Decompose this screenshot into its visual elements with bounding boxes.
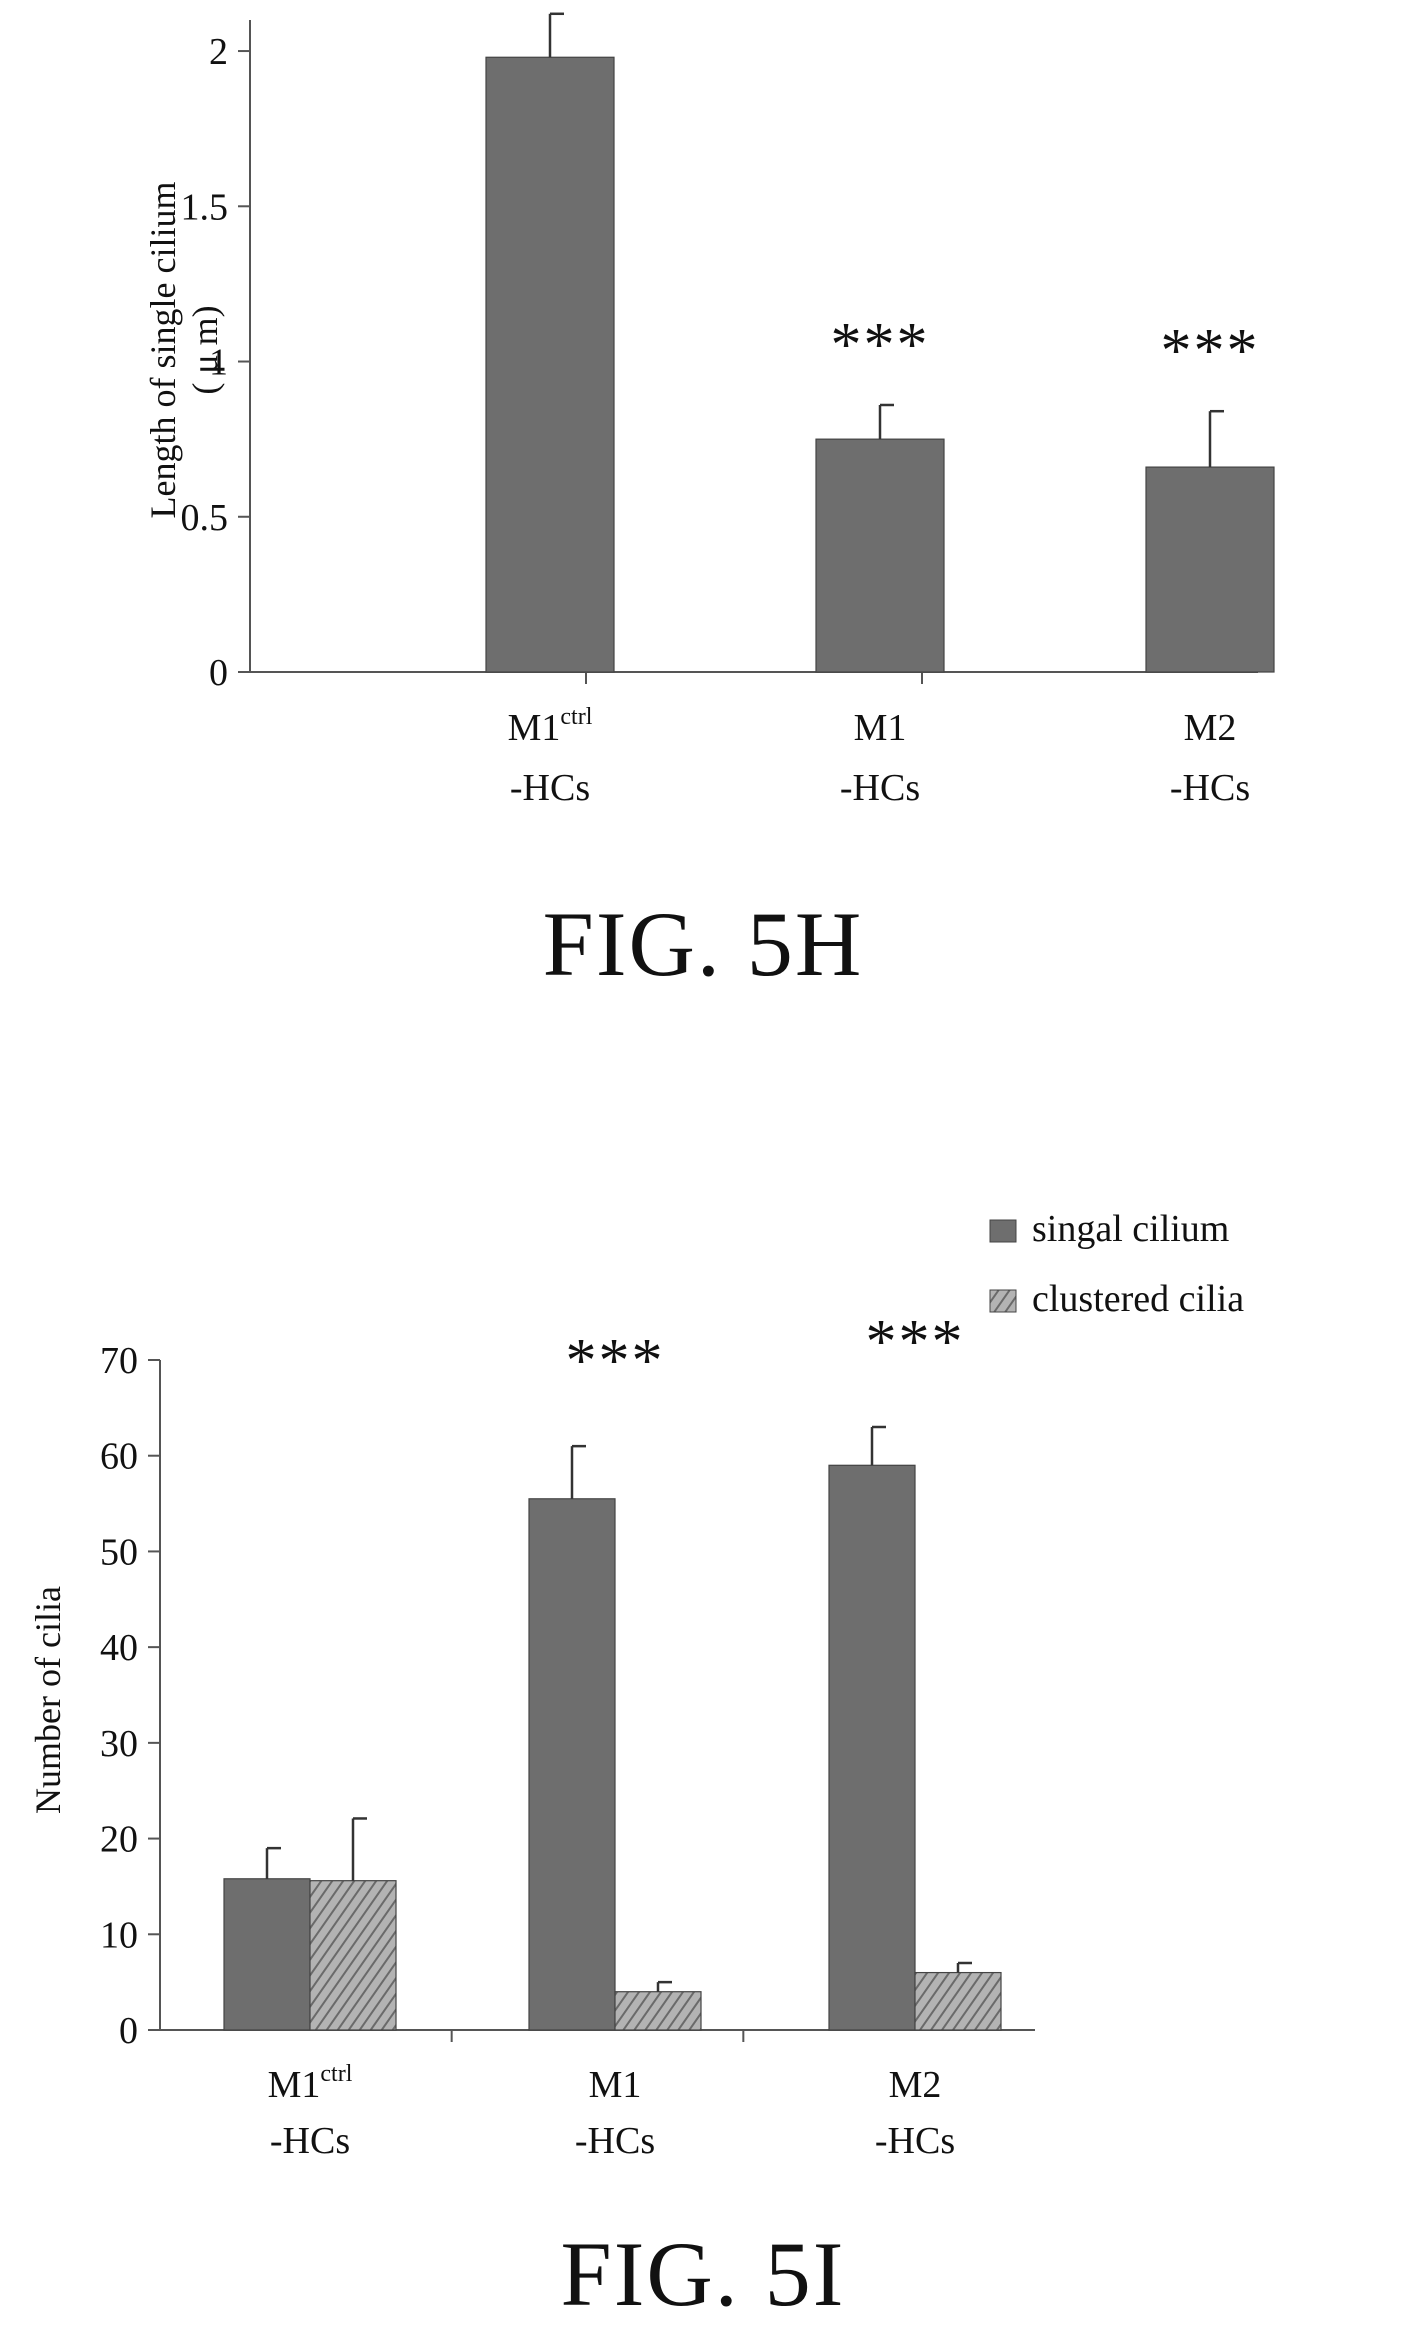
y-axis-label: Number of cilia: [28, 1586, 68, 1814]
x-category-main: M1: [508, 707, 561, 749]
y-tick-label: 30: [100, 1723, 138, 1765]
x-category-superscript: ctrl: [560, 704, 592, 730]
x-category-main: M2: [1184, 707, 1237, 749]
x-category-superscript: ctrl: [320, 2061, 352, 2087]
chart-fig-5h: 00.511.52M1ctrl-HCs***M1-HCs***M2-HCsLen…: [143, 12, 1275, 995]
x-category-label: M1ctrl: [508, 704, 593, 749]
figure-caption: FIG. 5H: [543, 893, 864, 995]
y-tick-label: 0: [209, 652, 228, 694]
x-category-sublabel: -HCs: [875, 2120, 955, 2162]
y-tick-label: 1: [209, 342, 228, 384]
bar-value-2: [815, 438, 945, 673]
significance-stars: ***: [866, 1308, 965, 1376]
x-category-main: M2: [889, 2064, 942, 2106]
y-tick-label: 40: [100, 1627, 138, 1669]
y-tick-label: 0.5: [181, 497, 229, 539]
x-category-sublabel: -HCs: [510, 767, 590, 809]
figure-caption: FIG. 5I: [561, 2223, 846, 2325]
x-category-label: M1ctrl: [268, 2061, 353, 2106]
x-category-main: M1: [268, 2064, 321, 2106]
bar-clustered-cilia-3: [914, 1971, 1002, 2031]
x-category-sublabel: -HCs: [1170, 767, 1250, 809]
y-axis-label: Length of single cilium: [143, 182, 183, 519]
x-category-label: M1: [589, 2064, 642, 2106]
x-category-label: M1: [854, 707, 907, 749]
x-category-main: M1: [589, 2064, 642, 2106]
legend-label: clustered cilia: [1032, 1278, 1244, 1320]
bar-value-3: [1145, 466, 1275, 673]
y-axis-unit-label: ( μ m): [185, 305, 225, 394]
x-category-sublabel: -HCs: [840, 767, 920, 809]
y-tick-label: 2: [209, 31, 228, 73]
bar-value-1: [485, 56, 615, 673]
significance-stars: ***: [566, 1327, 665, 1395]
y-tick-label: 50: [100, 1531, 138, 1573]
y-tick-label: 10: [100, 1914, 138, 1956]
x-category-label: M2: [1184, 707, 1237, 749]
bar-singal-cilium-1: [223, 1878, 311, 2031]
x-category-label: M2: [889, 2064, 942, 2106]
x-category-sublabel: -HCs: [270, 2120, 350, 2162]
bar-singal-cilium-2: [528, 1498, 616, 2031]
bar-singal-cilium-3: [828, 1464, 916, 2031]
x-category-sublabel: -HCs: [575, 2120, 655, 2162]
y-tick-label: 0: [119, 2010, 138, 2052]
legend-swatch-clustered-cilia: [989, 1289, 1017, 1313]
bar-clustered-cilia-1: [309, 1880, 397, 2031]
legend-label: singal cilium: [1032, 1208, 1229, 1250]
y-tick-label: 60: [100, 1436, 138, 1478]
bar-clustered-cilia-2: [614, 1991, 702, 2031]
y-tick-label: 20: [100, 1819, 138, 1861]
significance-stars: ***: [831, 311, 930, 379]
x-category-main: M1: [854, 707, 907, 749]
legend-swatch-singal-cilium: [989, 1219, 1017, 1243]
chart-fig-5i: 010203040506070M1ctrl-HCs***M1-HCs***M2-…: [28, 1208, 1244, 2325]
y-tick-label: 1.5: [181, 186, 229, 228]
significance-stars: ***: [1161, 317, 1260, 385]
y-tick-label: 70: [100, 1340, 138, 1382]
